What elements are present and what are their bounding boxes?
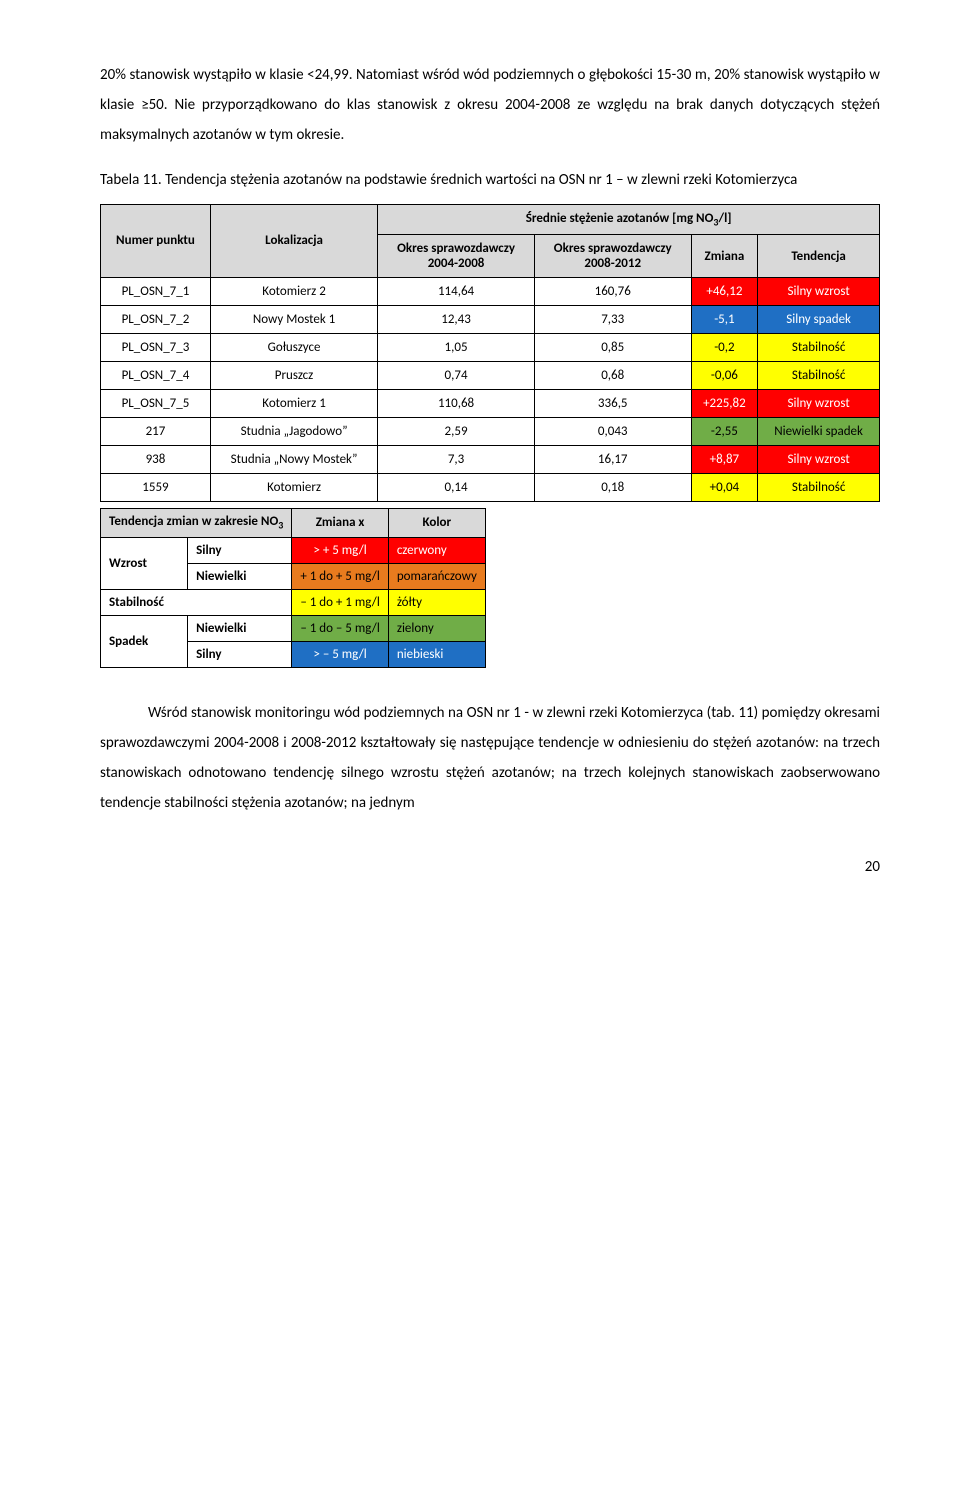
legend-color-name: pomarańczowy [388, 563, 485, 589]
cell-numer: 938 [101, 446, 211, 474]
cell-tendencja: Stabilność [758, 362, 880, 390]
cell-okres-2008-2012: 336,5 [534, 390, 691, 418]
cell-lokalizacja: Studnia „Jagodowo” [210, 418, 377, 446]
cell-numer: 1559 [101, 474, 211, 502]
cell-zmiana: -2,55 [691, 418, 758, 446]
legend-body: WzrostSilny> + 5 mg/lczerwonyNiewielki+ … [101, 537, 486, 667]
cell-lokalizacja: Kotomierz 1 [210, 390, 377, 418]
table-row: PL_OSN_7_4Pruszcz0,740,68-0,06Stabilność [101, 362, 880, 390]
main-data-table: Numer punktuLokalizacjaŚrednie stężenie … [100, 204, 880, 503]
legend-color-name: zielony [388, 615, 485, 641]
cell-tendencja: Stabilność [758, 334, 880, 362]
legend-group: Wzrost [101, 537, 188, 589]
table-row: PL_OSN_7_3Gołuszyce1,050,85-0,2Stabilnoś… [101, 334, 880, 362]
intro-paragraph: 20% stanowisk wystąpiło w klasie <24,99.… [100, 60, 880, 150]
cell-zmiana: +8,87 [691, 446, 758, 474]
cell-okres-2004-2008: 0,74 [378, 362, 535, 390]
cell-okres-2004-2008: 0,14 [378, 474, 535, 502]
cell-lokalizacja: Studnia „Nowy Mostek” [210, 446, 377, 474]
cell-okres-2008-2012: 16,17 [534, 446, 691, 474]
table-row: 217Studnia „Jagodowo”2,590,043-2,55Niewi… [101, 418, 880, 446]
cell-okres-2008-2012: 0,85 [534, 334, 691, 362]
table-body: PL_OSN_7_1Kotomierz 2114,64160,76+46,12S… [101, 278, 880, 502]
cell-numer: 217 [101, 418, 211, 446]
cell-lokalizacja: Kotomierz [210, 474, 377, 502]
legend-col-tendencja: Tendencja zmian w zakresie NO3 [101, 509, 292, 538]
legend-color-name: niebieski [388, 641, 485, 667]
cell-okres-2008-2012: 7,33 [534, 306, 691, 334]
legend-group: Stabilność [101, 589, 292, 615]
cell-numer: PL_OSN_7_4 [101, 362, 211, 390]
cell-zmiana: -0,06 [691, 362, 758, 390]
table-header: Numer punktuLokalizacjaŚrednie stężenie … [101, 204, 880, 278]
legend-row: WzrostSilny> + 5 mg/lczerwony [101, 537, 486, 563]
legend-col-kolor: Kolor [388, 509, 485, 538]
legend-col-zmiana: Zmiana x [292, 509, 388, 538]
cell-numer: PL_OSN_7_3 [101, 334, 211, 362]
col-super-header: Średnie stężenie azotanów [mg NO3/l] [378, 204, 880, 235]
legend-header: Tendencja zmian w zakresie NO3Zmiana xKo… [101, 509, 486, 538]
legend-range: > – 5 mg/l [292, 641, 388, 667]
legend-sub: Silny [188, 641, 292, 667]
table-row: PL_OSN_7_1Kotomierz 2114,64160,76+46,12S… [101, 278, 880, 306]
legend-table: Tendencja zmian w zakresie NO3Zmiana xKo… [100, 508, 486, 668]
cell-zmiana: +225,82 [691, 390, 758, 418]
cell-zmiana: +46,12 [691, 278, 758, 306]
cell-okres-2004-2008: 114,64 [378, 278, 535, 306]
cell-okres-2004-2008: 2,59 [378, 418, 535, 446]
cell-lokalizacja: Kotomierz 2 [210, 278, 377, 306]
cell-okres-2008-2012: 0,043 [534, 418, 691, 446]
cell-zmiana: -5,1 [691, 306, 758, 334]
cell-zmiana: -0,2 [691, 334, 758, 362]
cell-numer: PL_OSN_7_5 [101, 390, 211, 418]
cell-lokalizacja: Gołuszyce [210, 334, 377, 362]
legend-color-name: czerwony [388, 537, 485, 563]
legend-sub: Silny [188, 537, 292, 563]
cell-lokalizacja: Nowy Mostek 1 [210, 306, 377, 334]
legend-row: Stabilność– 1 do + 1 mg/lżółty [101, 589, 486, 615]
col-okres-2004-2008: Okres sprawozdawczy2004-2008 [378, 235, 535, 278]
legend-range: – 1 do + 1 mg/l [292, 589, 388, 615]
cell-numer: PL_OSN_7_2 [101, 306, 211, 334]
col-okres-2008-2012: Okres sprawozdawczy2008-2012 [534, 235, 691, 278]
cell-okres-2004-2008: 7,3 [378, 446, 535, 474]
col-lokalizacja: Lokalizacja [210, 204, 377, 278]
col-tendencja: Tendencja [758, 235, 880, 278]
legend-range: + 1 do + 5 mg/l [292, 563, 388, 589]
cell-okres-2008-2012: 160,76 [534, 278, 691, 306]
table-row: 938Studnia „Nowy Mostek”7,316,17+8,87Sil… [101, 446, 880, 474]
table-caption: Tabela 11. Tendencja stężenia azotanów n… [100, 168, 880, 194]
table-row: PL_OSN_7_5Kotomierz 1110,68336,5+225,82S… [101, 390, 880, 418]
cell-okres-2004-2008: 110,68 [378, 390, 535, 418]
cell-tendencja: Silny spadek [758, 306, 880, 334]
cell-tendencja: Stabilność [758, 474, 880, 502]
cell-okres-2004-2008: 12,43 [378, 306, 535, 334]
table-row: PL_OSN_7_2Nowy Mostek 112,437,33-5,1Siln… [101, 306, 880, 334]
cell-okres-2004-2008: 1,05 [378, 334, 535, 362]
legend-range: > + 5 mg/l [292, 537, 388, 563]
cell-okres-2008-2012: 0,68 [534, 362, 691, 390]
cell-okres-2008-2012: 0,18 [534, 474, 691, 502]
cell-lokalizacja: Pruszcz [210, 362, 377, 390]
cell-tendencja: Silny wzrost [758, 390, 880, 418]
col-zmiana: Zmiana [691, 235, 758, 278]
table-row: 1559Kotomierz0,140,18+0,04Stabilność [101, 474, 880, 502]
cell-numer: PL_OSN_7_1 [101, 278, 211, 306]
legend-group: Spadek [101, 615, 188, 667]
cell-tendencja: Silny wzrost [758, 278, 880, 306]
legend-color-name: żółty [388, 589, 485, 615]
legend-sub: Niewielki [188, 615, 292, 641]
cell-tendencja: Niewielki spadek [758, 418, 880, 446]
page-number: 20 [100, 858, 880, 876]
col-numer-punktu: Numer punktu [101, 204, 211, 278]
legend-range: – 1 do – 5 mg/l [292, 615, 388, 641]
outro-paragraph: Wśród stanowisk monitoringu wód podziemn… [100, 698, 880, 818]
cell-zmiana: +0,04 [691, 474, 758, 502]
legend-row: SpadekNiewielki– 1 do – 5 mg/lzielony [101, 615, 486, 641]
legend-sub: Niewielki [188, 563, 292, 589]
cell-tendencja: Silny wzrost [758, 446, 880, 474]
